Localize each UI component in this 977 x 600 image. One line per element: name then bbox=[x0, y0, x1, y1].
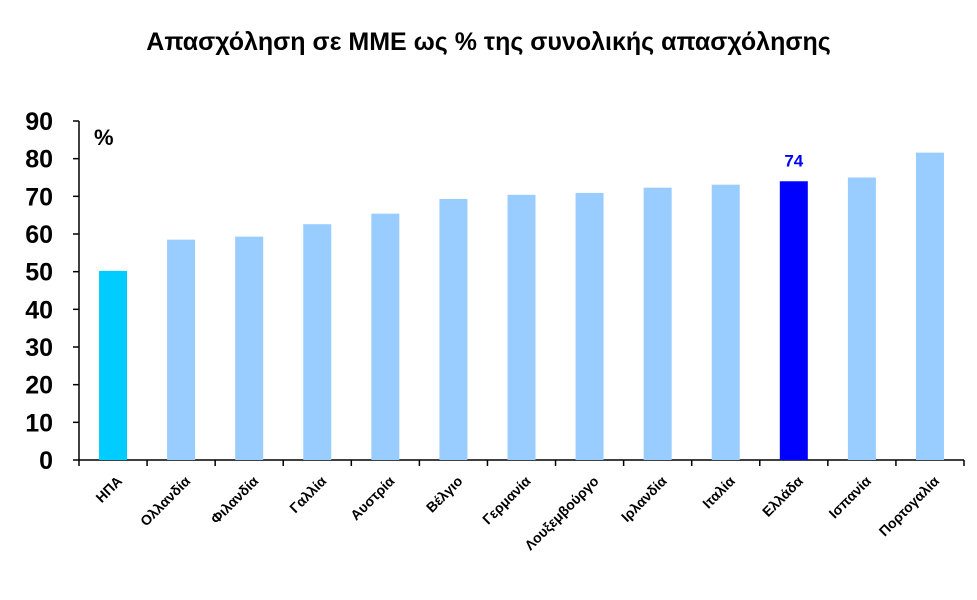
y-tick-label: 50 bbox=[25, 259, 53, 287]
y-tick-label: 60 bbox=[25, 221, 53, 249]
chart-title: Απασχόληση σε ΜΜΕ ως % της συνολικής απα… bbox=[146, 28, 831, 56]
bar bbox=[847, 177, 876, 460]
bar bbox=[575, 192, 604, 460]
x-tick-label: Ελλάδα bbox=[759, 473, 806, 520]
y-tick-label: 40 bbox=[25, 296, 53, 324]
bar bbox=[915, 152, 944, 460]
x-tick-label: Ολλανδία bbox=[137, 473, 194, 530]
bar bbox=[303, 224, 332, 460]
x-tick-label: Ισπανία bbox=[825, 473, 874, 522]
bar bbox=[167, 239, 196, 460]
y-tick-label: 90 bbox=[25, 108, 53, 136]
y-tick-label: 80 bbox=[25, 146, 53, 174]
x-tick-label: Ιρλανδία bbox=[618, 473, 670, 525]
x-tick-label: Αυστρία bbox=[347, 473, 398, 524]
x-tick-label: Γαλλία bbox=[286, 473, 329, 516]
y-unit-label: % bbox=[94, 125, 114, 150]
bar bbox=[371, 213, 400, 460]
bar bbox=[643, 187, 672, 461]
x-tick-label: Γερμανία bbox=[479, 473, 534, 528]
bars bbox=[99, 152, 944, 461]
x-tick-label: Ιταλία bbox=[699, 473, 738, 512]
x-tick-label: Βέλγιο bbox=[423, 473, 466, 516]
bar bbox=[99, 270, 128, 460]
bar bbox=[711, 184, 740, 460]
bar bbox=[507, 194, 536, 460]
x-tick-label: Λουξεμβούργο bbox=[521, 473, 601, 553]
bar bbox=[779, 181, 808, 460]
y-tick-label: 0 bbox=[39, 447, 53, 475]
y-tick-label: 70 bbox=[25, 183, 53, 211]
y-tick-label: 20 bbox=[25, 372, 53, 400]
data-label: 74 bbox=[784, 151, 803, 170]
y-tick-label: 10 bbox=[25, 409, 53, 437]
x-tick-label: Πορτογαλία bbox=[876, 473, 943, 540]
y-tick-label: 30 bbox=[25, 334, 53, 362]
x-tick-label: Φιλανδία bbox=[207, 473, 261, 527]
axes: 0 10 20 30 40 50 60 70 80 90 bbox=[25, 108, 965, 475]
x-tick-label: ΗΠΑ bbox=[92, 473, 125, 506]
bar bbox=[235, 236, 264, 460]
bar bbox=[439, 198, 468, 460]
